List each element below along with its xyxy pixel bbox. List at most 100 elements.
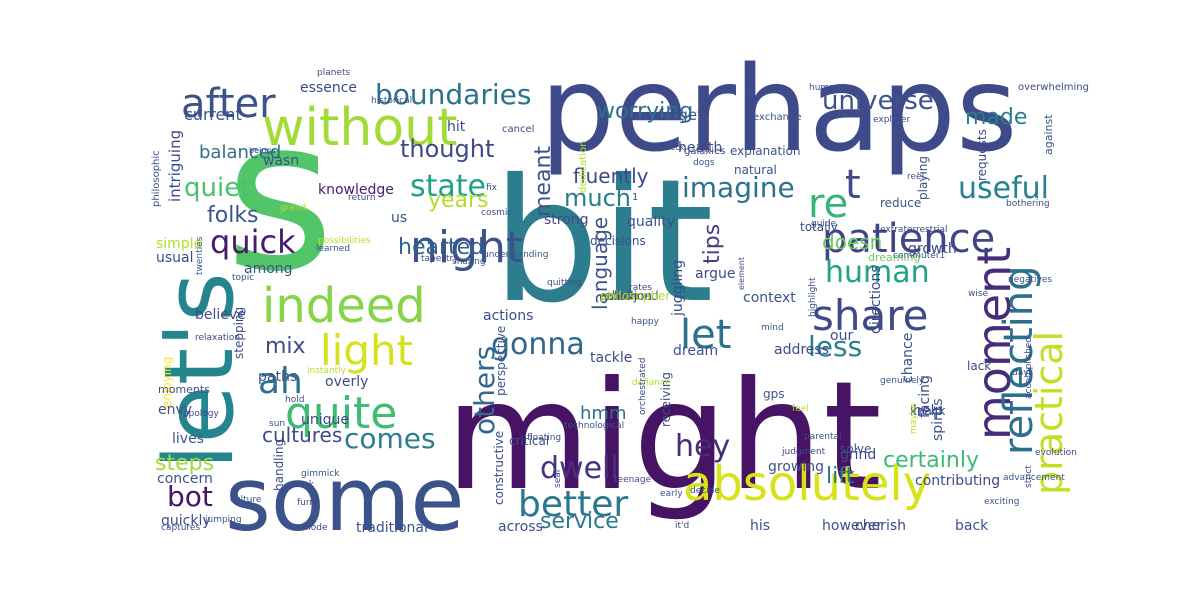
word-cosmic: cosmic (481, 208, 512, 218)
word-knack: knack (910, 404, 946, 418)
word-back: back (955, 518, 989, 534)
word-t: t (845, 162, 861, 208)
word-much: much (564, 184, 631, 212)
word-orchestrated: orchestrated (638, 358, 648, 415)
word-bit: bit (492, 143, 714, 341)
word-explanation: explanation (730, 144, 801, 158)
word-stuck: stuck (290, 480, 315, 490)
word-enjoying: enjoying (160, 357, 174, 408)
word-relaxation: relaxation (195, 333, 240, 343)
word-human: human (825, 255, 930, 290)
word-perhaps: perhaps (540, 40, 1017, 178)
word-context: context (743, 290, 796, 306)
word-handling: handling (272, 439, 286, 491)
word-judgment: judgment (781, 447, 826, 457)
word-furry: furry (297, 498, 319, 508)
word-quality: quality (627, 214, 675, 230)
word-captures: captures (161, 523, 200, 533)
word-spirits: spirits (930, 399, 946, 442)
word-decide: decide (690, 486, 720, 496)
word-guide: guide (811, 219, 837, 229)
word-decisions: decisions (590, 234, 646, 248)
word-twenties: twenties (195, 236, 205, 275)
word-comes: comes (344, 422, 436, 455)
word-happy: happy (631, 317, 660, 327)
word-natural: natural (734, 163, 777, 177)
word-understanding: understanding (483, 250, 548, 260)
word-re: re (808, 181, 848, 227)
word-tackle: tackle (590, 350, 632, 366)
word-universe: universe (822, 86, 934, 116)
word-concern: concern (157, 471, 213, 487)
word-paths: paths (258, 369, 297, 385)
word-defiance: defiance (632, 378, 671, 388)
word-receiving: receiving (659, 372, 673, 427)
word-cancel: cancel (502, 124, 534, 135)
word-seal: seal (553, 470, 563, 488)
word-cherish: cherish (855, 518, 906, 534)
word-some: some (225, 448, 465, 551)
word-after: after (181, 81, 276, 127)
word-might: might (445, 350, 882, 524)
word-knowledge: knowledge (318, 182, 394, 198)
word-believe: believe (195, 307, 246, 323)
word-certainly: certainly (883, 448, 979, 473)
word-patience: patience (822, 216, 995, 262)
word-state: state (410, 169, 486, 204)
word-usual: usual (156, 250, 194, 266)
word-dogs: dogs (693, 158, 715, 168)
word-balanced: balanced (199, 142, 281, 163)
word-his: his (750, 518, 770, 534)
word-years: years (428, 188, 489, 213)
word-imagine: imagine (682, 171, 795, 204)
word-constructive: constructive (492, 431, 506, 505)
word-made: made (965, 105, 1027, 130)
word-envy: envy (158, 402, 192, 418)
word-feel: feel (792, 404, 809, 414)
word-exciting: exciting (984, 497, 1019, 507)
word-fix: fix (486, 183, 498, 193)
word-grand: grand (280, 203, 306, 213)
word-historical: historical (371, 96, 412, 106)
word-facing: facing (917, 375, 933, 418)
word-negatives: negatives (1008, 275, 1052, 285)
word-days: days (1012, 368, 1034, 378)
word-extraterrestrial: extraterrestrial (880, 225, 948, 235)
word-steps: steps (155, 451, 214, 476)
word-boundaries: boundaries (375, 78, 531, 111)
word-our: our (830, 328, 853, 344)
word-actions: actions (483, 308, 533, 324)
word-thought: thought (400, 135, 494, 163)
word-overwhelming: overwhelming (1018, 82, 1089, 93)
word-others: others (468, 346, 501, 435)
word-mind: mind (761, 323, 784, 333)
word-perspective: perspective (494, 326, 508, 396)
word-accomplished: accomplished (1024, 337, 1034, 399)
word-forget: forget (658, 106, 703, 124)
word-doesn: doesn (822, 230, 882, 254)
word-exchange: exchange (753, 112, 802, 123)
word-parental: parental (804, 432, 842, 442)
word-element: element (737, 257, 746, 290)
word-calmly: calmly (600, 289, 639, 303)
word-moments: moments (158, 383, 210, 396)
word-stepping: stepping (232, 307, 246, 359)
word-instantly: instantly (307, 366, 347, 376)
word-hit: hit (447, 119, 466, 135)
word-planets: planets (317, 68, 350, 78)
word-among: among (244, 261, 293, 277)
word-dedication: dedication (578, 141, 589, 193)
word-simple: simple (156, 236, 202, 252)
word-wise: wise (968, 289, 989, 299)
word-overly: overly (325, 374, 368, 390)
word-language: language (588, 217, 612, 310)
word-service: service (540, 509, 619, 534)
word-quitting: quitting (547, 278, 582, 288)
word-quiet: quiet (184, 173, 250, 203)
word-tips: tips (700, 224, 725, 264)
word-intriguing: intriguing (166, 130, 184, 202)
word-1: 1 (632, 192, 638, 203)
word-beings: beings (249, 146, 276, 155)
word-dreaming: dreaming (868, 251, 921, 264)
